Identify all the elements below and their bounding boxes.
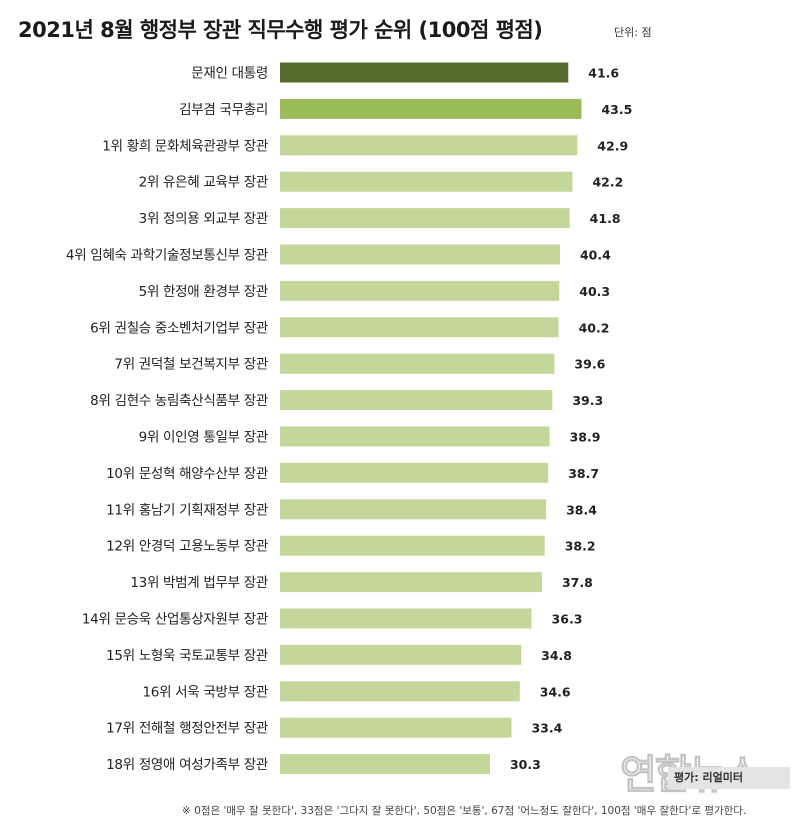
category-label: 1위 황희 문화체육관광부 장관 — [102, 138, 268, 154]
bar — [280, 426, 550, 447]
bar — [280, 644, 522, 665]
value-label: 42.9 — [597, 138, 628, 153]
bar — [280, 135, 578, 156]
value-label: 34.6 — [540, 684, 571, 699]
category-label: 12위 안경덕 고용노동부 장관 — [106, 539, 268, 555]
value-label: 39.3 — [572, 393, 603, 408]
value-label: 36.3 — [552, 612, 583, 627]
value-label: 40.4 — [580, 248, 611, 263]
bar — [280, 62, 569, 83]
category-label: 10위 문성혁 해양수산부 장관 — [106, 466, 268, 482]
bar — [280, 535, 545, 556]
value-label: 39.6 — [574, 357, 605, 372]
category-label: 2위 유은혜 교육부 장관 — [139, 175, 268, 191]
value-label: 40.3 — [579, 284, 610, 299]
category-label: 3위 정의용 외교부 장관 — [139, 211, 268, 227]
category-label: 16위 서욱 국방부 장관 — [142, 684, 268, 700]
value-label: 41.8 — [590, 211, 621, 226]
bar — [280, 98, 582, 119]
category-label: 17위 전해철 행정안전부 장관 — [106, 721, 268, 737]
category-label: 8위 김현수 농림축산식품부 장관 — [90, 393, 268, 409]
category-label: 문재인 대통령 — [191, 66, 268, 82]
survey-source-note: 평가: 리얼미터 — [668, 767, 790, 789]
scale-footnote: ※ 0점은 '매우 잘 못한다', 33점은 '그다지 잘 못한다', 50점은… — [182, 805, 747, 817]
value-label: 40.2 — [579, 320, 610, 335]
value-label: 38.7 — [568, 466, 599, 481]
bar-chart: 문재인 대통령 41.6 김부겸 국무총리 43.5 1위 황희 문화체육관광부 장관 4… — [66, 62, 632, 775]
bar — [280, 390, 553, 411]
unit-label: 단위: 점 — [614, 26, 652, 39]
category-label: 15위 노형욱 국토교통부 장관 — [106, 648, 268, 664]
bar — [280, 171, 573, 192]
category-label: 18위 정영애 여성가족부 장관 — [106, 757, 268, 773]
value-label: 38.4 — [566, 502, 597, 517]
bar — [280, 754, 490, 775]
value-label: 34.8 — [541, 648, 572, 663]
category-label: 김부겸 국무총리 — [179, 102, 268, 118]
value-label: 37.8 — [562, 575, 593, 590]
bar — [280, 608, 532, 629]
category-label: 4위 임혜숙 과학기술정보통신부 장관 — [66, 248, 268, 264]
value-label: 30.3 — [510, 757, 541, 772]
category-label: 6위 권칠승 중소벤처기업부 장관 — [90, 320, 268, 336]
bar — [280, 462, 549, 483]
bar — [280, 280, 560, 301]
category-label: 14위 문승욱 산업통상자원부 장관 — [82, 612, 268, 628]
category-label: 7위 권덕철 보건복지부 장관 — [114, 357, 268, 373]
value-label: 41.6 — [588, 66, 619, 81]
value-label: 38.9 — [570, 430, 601, 445]
category-label: 5위 한정애 환경부 장관 — [139, 284, 268, 300]
value-label: 38.2 — [565, 539, 596, 554]
bar — [280, 317, 559, 338]
bar — [280, 717, 512, 738]
category-label: 11위 홍남기 기획재정부 장관 — [106, 502, 268, 518]
bar — [280, 681, 520, 702]
bar — [280, 244, 560, 265]
value-label: 33.4 — [531, 721, 562, 736]
value-label: 42.2 — [592, 175, 623, 190]
category-label: 13위 박범계 법무부 장관 — [130, 575, 268, 591]
category-label: 9위 이인영 통일부 장관 — [139, 430, 268, 446]
bar — [280, 208, 570, 229]
value-label: 43.5 — [601, 102, 632, 117]
bar — [280, 353, 555, 374]
chart-title: 2021년 8월 행정부 장관 직무수행 평가 순위 (100점 평점) — [18, 18, 543, 42]
bar — [280, 499, 547, 520]
bar — [280, 572, 542, 593]
